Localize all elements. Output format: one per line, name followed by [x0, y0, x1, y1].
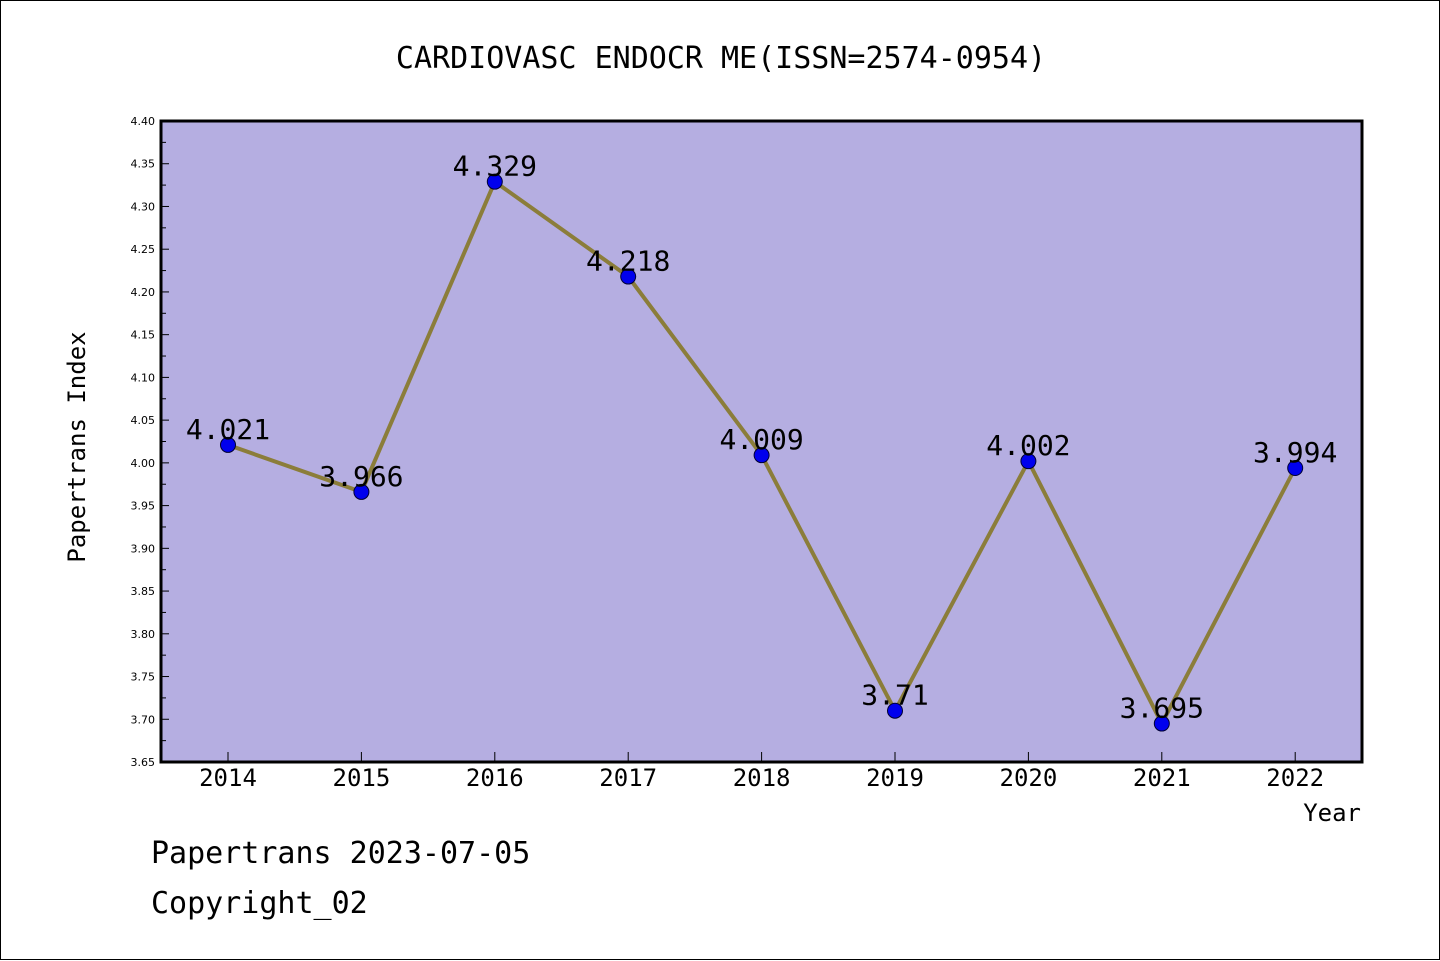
data-series [220, 173, 1304, 732]
data-label: 4.329 [453, 150, 537, 183]
data-point [486, 173, 503, 190]
y-axis-ticks: 3.65 3.70 3.75 3.80 3.85 3.90 3.95 4.00 4.05 4.10… [131, 115, 169, 769]
x-tick-label: 2014 [199, 764, 257, 792]
y-tick-label: 3.80 [131, 628, 156, 641]
x-tick-label: 2020 [1000, 764, 1058, 792]
y-tick-label: 4.10 [131, 371, 156, 384]
plot-area [159, 119, 1364, 764]
x-tick-label: 2016 [466, 764, 524, 792]
y-tick-label: 3.95 [131, 500, 156, 513]
footer-date: Papertrans 2023-07-05 [151, 836, 531, 871]
y-tick-label: 3.65 [131, 756, 156, 769]
y-tick-label: 4.05 [131, 414, 156, 427]
y-tick-label: 3.85 [131, 585, 156, 598]
y-tick-label: 4.25 [131, 243, 156, 256]
y-tick-label: 3.75 [131, 671, 156, 684]
y-tick-label: 4.35 [131, 158, 156, 171]
y-tick-label: 4.20 [131, 286, 156, 299]
y-axis-label: Papertrans Index [63, 331, 91, 562]
data-point [887, 702, 903, 719]
x-tick-label: 2019 [866, 764, 924, 792]
x-tick-label: 2022 [1266, 764, 1324, 792]
data-point [620, 268, 637, 285]
x-tick-label: 2015 [333, 764, 391, 792]
data-label: 3.71 [861, 679, 928, 712]
data-point [1153, 715, 1170, 732]
data-point [353, 483, 370, 500]
data-label: 3.966 [319, 460, 403, 493]
footer-copyright: Copyright_02 [151, 886, 368, 921]
data-labels: 4.021 3.966 4.329 4.218 4.009 3.71 4.002 3.695 3… [186, 150, 1337, 725]
y-tick-label: 4.15 [131, 329, 156, 342]
data-label: 4.218 [586, 245, 670, 278]
data-point [1020, 453, 1037, 470]
y-tick-label: 4.00 [131, 457, 156, 470]
data-point [220, 436, 236, 453]
x-axis-ticks: 2014 2015 2016 2017 2018 2019 2020 2021 2022 [199, 752, 1324, 792]
data-label: 4.009 [719, 423, 803, 456]
x-axis-label: Year [1303, 799, 1361, 827]
data-label: 4.002 [986, 429, 1070, 462]
data-point [753, 447, 770, 464]
x-tick-label: 2021 [1133, 764, 1191, 792]
y-tick-label: 4.40 [131, 115, 156, 128]
data-label: 3.695 [1120, 692, 1204, 725]
chart-title: CARDIOVASC ENDOCR ME(ISSN=2574-0954) [396, 41, 1046, 76]
y-tick-label: 4.30 [131, 200, 156, 213]
data-label: 4.021 [186, 413, 270, 446]
y-tick-label: 3.70 [131, 713, 156, 726]
data-point [1287, 459, 1304, 476]
data-label: 3.994 [1253, 436, 1337, 469]
x-tick-label: 2017 [599, 764, 657, 792]
x-tick-label: 2018 [733, 764, 791, 792]
y-tick-label: 3.90 [131, 542, 156, 555]
